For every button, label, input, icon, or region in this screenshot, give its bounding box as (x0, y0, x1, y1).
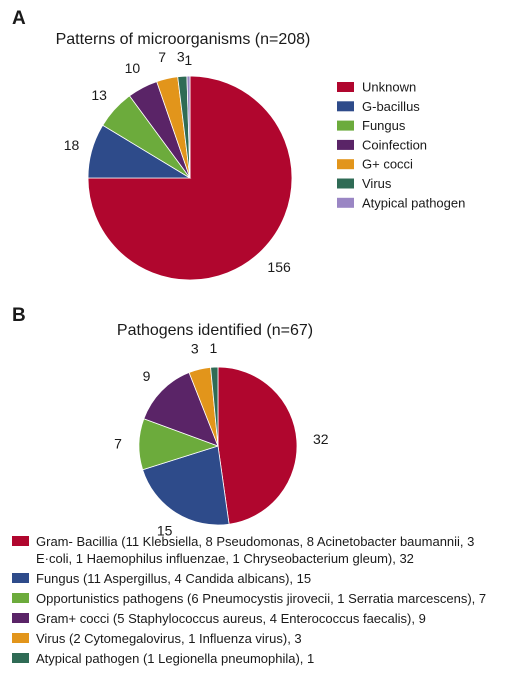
panel-a-slice-atypical-pathogen (186, 75, 191, 179)
panel-b-legend-swatch (12, 573, 29, 583)
panel-b-title: Pathogens identified (n=67) (117, 322, 313, 339)
panel-b-value-label: 1 (210, 340, 218, 356)
panel-b-slice-fungus (142, 445, 230, 526)
panel-a-legend-label-g-bacillus: G-bacillus (362, 99, 420, 114)
panel-a-legend-label-fungus: Fungus (362, 118, 406, 133)
panel-a-legend-label-unknown: Unknown (362, 80, 416, 95)
panel-a-value-label: 13 (91, 87, 107, 103)
panel-b-legend-label: Opportunistics pathogens (6 Pneumocystis… (36, 591, 487, 606)
panel-a-legend-swatch-fungus (337, 120, 354, 131)
panel-b-slice-atypical-pathogen (210, 366, 219, 447)
panel-b-slice-gram-cocci (143, 371, 219, 447)
panel-a-legend-swatch-g-bacillus (337, 101, 354, 112)
panel-a-legend: Unknown G-bacillus Fungus Coinfection G+ coc… (337, 80, 465, 210)
panel-b-pie: 32 15 7 9 3 1 (114, 340, 329, 538)
panel-b-value-label: 3 (191, 341, 199, 357)
panel-a-letter: A (12, 8, 26, 29)
panel-b-legend-swatch (12, 613, 29, 623)
panel-a-legend-label-coinfection: Coinfection (362, 137, 427, 152)
panel-a-value-label: 7 (158, 49, 166, 65)
panel-b-legend-label: Gram- Bacillia (11 Klebsiella, 8 Pseudom… (36, 534, 475, 566)
panel-a-legend-swatch-unknown (337, 82, 354, 92)
panel-b-legend-label: Virus (2 Cytomegalovirus, 1 Influenza vi… (36, 631, 302, 646)
panel-b-legend-item-gram-cocci: Gram+ cocci (5 Staphylococcus aureus, 4 … (12, 610, 512, 627)
panel-a-pie: 156 18 13 10 7 3 1 (64, 48, 293, 281)
panel-a-title: Patterns of microorganisms (n=208) (56, 31, 311, 48)
panel-b-legend-label: Atypical pathogen (1 Legionella pneumoph… (36, 651, 315, 666)
panel-a-value-label: 1 (184, 52, 192, 68)
panel-a-legend-label-atypical-pathogen: Atypical pathogen (362, 195, 465, 210)
panel-a-value-label: 156 (267, 259, 291, 275)
panel-b-legend-swatch (12, 536, 29, 546)
panel-a-legend-swatch-virus (337, 178, 354, 189)
panel-b-value-label: 15 (157, 523, 173, 539)
panel-a-legend-swatch-atypical-pathogen (337, 197, 354, 208)
panel-b-legend-label: Fungus (11 Aspergillus, 4 Candida albica… (36, 571, 312, 586)
panel-a-value-label: 18 (64, 137, 80, 153)
panel-b-legend-swatch (12, 633, 29, 643)
panel-b-legend-item-virus: Virus (2 Cytomegalovirus, 1 Influenza vi… (12, 630, 512, 647)
panel-b-legend: Gram- Bacillia (11 Klebsiella, 8 Pseudom… (12, 533, 512, 670)
panel-a-legend-swatch-coinfection (337, 139, 354, 150)
panel-a-value-label: 3 (177, 48, 185, 64)
panel-b-slice-gram-bacillia (217, 366, 298, 525)
panel-b-legend-label: Gram+ cocci (5 Staphylococcus aureus, 4 … (36, 611, 426, 626)
panel-b-legend-item-gram-bacillia: Gram- Bacillia (11 Klebsiella, 8 Pseudom… (12, 533, 512, 567)
panel-b-value-label: 32 (313, 431, 329, 447)
panel-a-value-label: 10 (125, 60, 141, 76)
panel-a-legend-label-g-cocci: G+ cocci (362, 157, 413, 172)
panel-b-letter: B (12, 305, 26, 326)
panel-a-slice-unknown (87, 75, 293, 281)
panel-b-value-label: 9 (143, 368, 151, 384)
panel-b-legend-item-opportunistics-pathogens: Opportunistics pathogens (6 Pneumocystis… (12, 590, 512, 607)
panel-a-legend-label-virus: Virus (362, 176, 392, 191)
panel-a-legend-swatch-g-cocci (337, 159, 354, 170)
panel-b-legend-swatch (12, 593, 29, 603)
panel-b-legend-item-atypical-pathogen: Atypical pathogen (1 Legionella pneumoph… (12, 650, 512, 667)
panel-b-legend-swatch (12, 653, 29, 663)
panel-b-legend-item-fungus: Fungus (11 Aspergillus, 4 Candida albica… (12, 570, 512, 587)
panel-b-value-label: 7 (114, 436, 122, 452)
